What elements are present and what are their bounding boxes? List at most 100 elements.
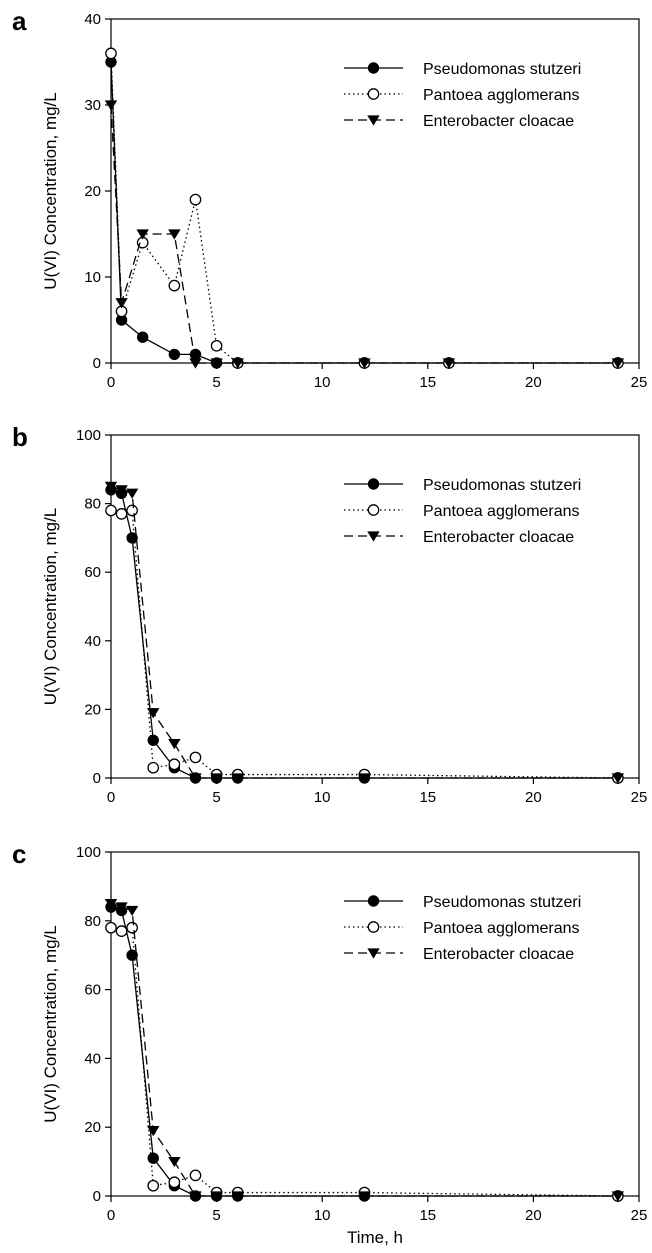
data-point: [358, 773, 371, 784]
panel-label: a: [12, 6, 27, 36]
series-line: [110, 61, 618, 364]
legend-label: Pantoea agglomerans: [423, 503, 580, 520]
x-tick-label: 15: [419, 789, 436, 806]
x-tick-label: 25: [631, 374, 648, 391]
data-point: [125, 488, 139, 499]
legend-label: Enterobacter cloacae: [423, 529, 574, 546]
legend-label: Pseudomonas stutzeri: [423, 894, 581, 911]
data-point: [611, 358, 625, 369]
data-point: [168, 758, 181, 771]
x-tick-label: 15: [419, 374, 436, 391]
data-point: [442, 358, 456, 369]
data-point: [189, 193, 202, 206]
data-point: [189, 773, 202, 784]
y-tick-label: 60: [84, 564, 101, 581]
legend-marker: [367, 921, 380, 933]
series-line: [110, 509, 618, 779]
data-point: [136, 229, 149, 240]
data-point: [210, 358, 223, 369]
y-tick-label: 20: [84, 1119, 101, 1136]
legend-label: Enterobacter cloacae: [423, 946, 574, 963]
data-point: [210, 339, 223, 352]
x-tick-label: 10: [314, 374, 331, 391]
panel-label: b: [12, 422, 28, 452]
y-tick-label: 60: [84, 982, 101, 999]
data-point: [136, 331, 149, 343]
x-tick-label: 25: [631, 1207, 648, 1224]
data-point: [231, 1191, 244, 1202]
x-tick-label: 20: [525, 789, 542, 806]
data-point: [105, 47, 117, 60]
data-point: [115, 925, 128, 937]
y-tick-label: 0: [93, 1188, 101, 1205]
y-tick-label: 80: [84, 913, 101, 930]
series-line: [110, 902, 618, 1197]
x-tick-label: 25: [631, 789, 648, 806]
data-point: [115, 902, 128, 913]
data-point: [231, 773, 244, 784]
x-tick-label: 0: [107, 374, 115, 391]
data-point: [126, 504, 138, 517]
y-axis-label: U(VI) Concentration, mg/L: [41, 92, 60, 289]
series-pantoea-agglomerans: [105, 921, 624, 1202]
x-tick-label: 0: [107, 1207, 115, 1224]
data-point: [168, 1176, 181, 1189]
data-point: [147, 734, 159, 746]
data-point: [104, 481, 118, 493]
y-tick-label: 30: [84, 97, 101, 114]
data-point: [105, 504, 117, 517]
x-tick-label: 15: [419, 1207, 436, 1224]
y-tick-label: 10: [84, 269, 101, 286]
data-point: [126, 921, 138, 934]
panel-label: c: [12, 839, 26, 869]
data-point: [168, 348, 181, 361]
data-point: [189, 348, 202, 361]
y-tick-label: 0: [93, 355, 101, 372]
data-point: [168, 1156, 181, 1168]
x-axis-label: Time, h: [347, 1228, 403, 1247]
data-point: [126, 532, 138, 544]
data-point: [147, 708, 160, 719]
legend-marker: [367, 62, 380, 74]
y-axis-label: U(VI) Concentration, mg/L: [41, 508, 60, 705]
data-point: [115, 508, 128, 520]
y-tick-label: 100: [76, 844, 101, 861]
y-tick-label: 40: [84, 1050, 101, 1067]
chart-panel-c: c 0 5 10 15 20 25 0 20 40 60 80 100 U(VI) Concentrati…: [12, 839, 647, 1247]
x-tick-label: 5: [212, 1207, 220, 1224]
data-point: [105, 921, 117, 934]
data-point: [210, 1191, 223, 1202]
x-tick-label: 20: [525, 1207, 542, 1224]
data-point: [189, 751, 202, 764]
data-point: [168, 229, 181, 240]
series-line: [110, 926, 618, 1197]
x-tick-label: 5: [212, 374, 220, 391]
legend: Pseudomonas stutzeri Pantoea agglomerans E…: [344, 61, 581, 130]
y-tick-label: 80: [84, 496, 101, 513]
data-point: [168, 279, 181, 292]
y-tick-label: 0: [93, 770, 101, 787]
legend-marker: [367, 115, 380, 126]
chart-panel-b: b 0 5 10 15 20 25 0 20 40 60 80 100 U(VI) Concentrati…: [12, 422, 647, 806]
legend-label: Enterobacter cloacae: [423, 113, 574, 130]
chart-panel-a: a 0 5 10 15 20 25 0 10 20 30 40 U(VI) Concentration,…: [12, 6, 647, 391]
data-point: [611, 773, 625, 784]
data-point: [104, 100, 118, 111]
y-tick-label: 20: [84, 183, 101, 200]
y-tick-label: 100: [76, 427, 101, 444]
legend-marker: [367, 504, 380, 516]
data-point: [126, 949, 138, 961]
y-tick-label: 20: [84, 701, 101, 718]
data-point: [210, 773, 223, 784]
y-axis-label: U(VI) Concentration, mg/L: [41, 925, 60, 1122]
legend-marker: [367, 88, 380, 100]
data-point: [189, 1191, 202, 1202]
data-point: [189, 1169, 202, 1182]
legend-label: Pantoea agglomerans: [423, 87, 580, 104]
series-line: [110, 485, 618, 779]
series-enterobacter-cloacae: [104, 100, 625, 369]
data-point: [189, 358, 202, 369]
data-point: [147, 761, 160, 774]
data-point: [147, 1125, 160, 1137]
legend-marker: [367, 531, 380, 542]
